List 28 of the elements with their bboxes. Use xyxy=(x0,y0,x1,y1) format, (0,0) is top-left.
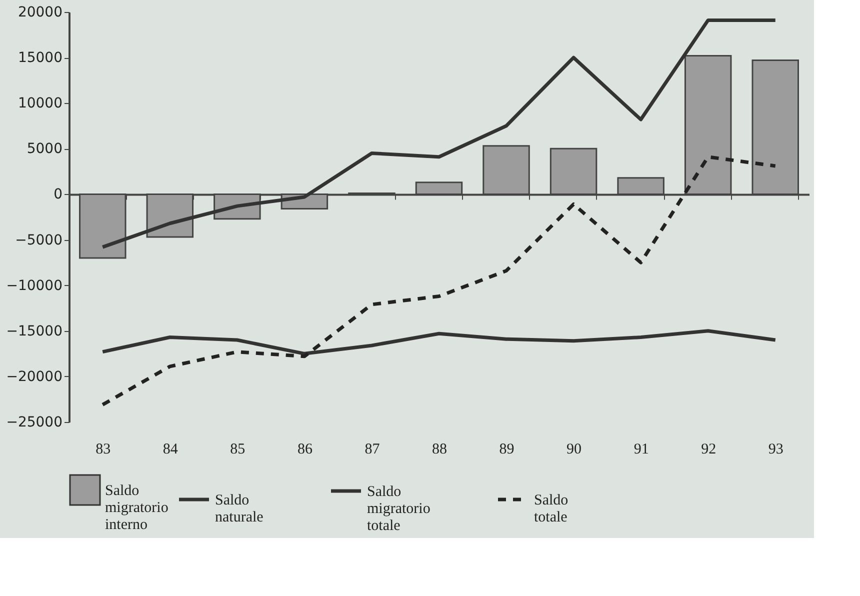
x-tick-label: 85 xyxy=(230,442,246,458)
y-tick-label: 10000 xyxy=(18,96,62,112)
y-tick-label: 20000 xyxy=(18,4,62,20)
line-series xyxy=(100,155,778,406)
line-series xyxy=(100,329,778,356)
y-tick-label: −10000 xyxy=(6,278,62,294)
x-tick-label: 93 xyxy=(768,442,784,458)
legend-label: Saldo naturale xyxy=(215,492,264,526)
y-tick-label: 5000 xyxy=(26,141,62,158)
y-tick-label: −25000 xyxy=(6,414,62,430)
x-tick-label: 92 xyxy=(701,442,716,458)
y-tick-label: 15000 xyxy=(18,50,62,66)
legend-label: Saldo totale xyxy=(534,492,568,526)
x-tick-label: 84 xyxy=(162,442,178,458)
line-series xyxy=(100,18,778,249)
x-tick-label: 91 xyxy=(634,442,649,458)
legend-label: Saldo migratorio totale xyxy=(367,484,430,534)
x-tick-label: 83 xyxy=(96,442,111,458)
y-tick-label: −5000 xyxy=(15,232,62,248)
y-tick-label: −20000 xyxy=(6,368,62,385)
y-tick-label: 0 xyxy=(54,186,62,203)
legend-label: Saldo migratorio interno xyxy=(105,483,168,533)
x-tick-label: 88 xyxy=(432,442,447,458)
y-tick-label: −15000 xyxy=(6,323,62,340)
x-tick-label: 87 xyxy=(364,442,380,458)
x-tick-label: 86 xyxy=(297,442,313,458)
x-tick-label: 90 xyxy=(566,442,582,458)
x-tick-label: 89 xyxy=(499,442,514,458)
